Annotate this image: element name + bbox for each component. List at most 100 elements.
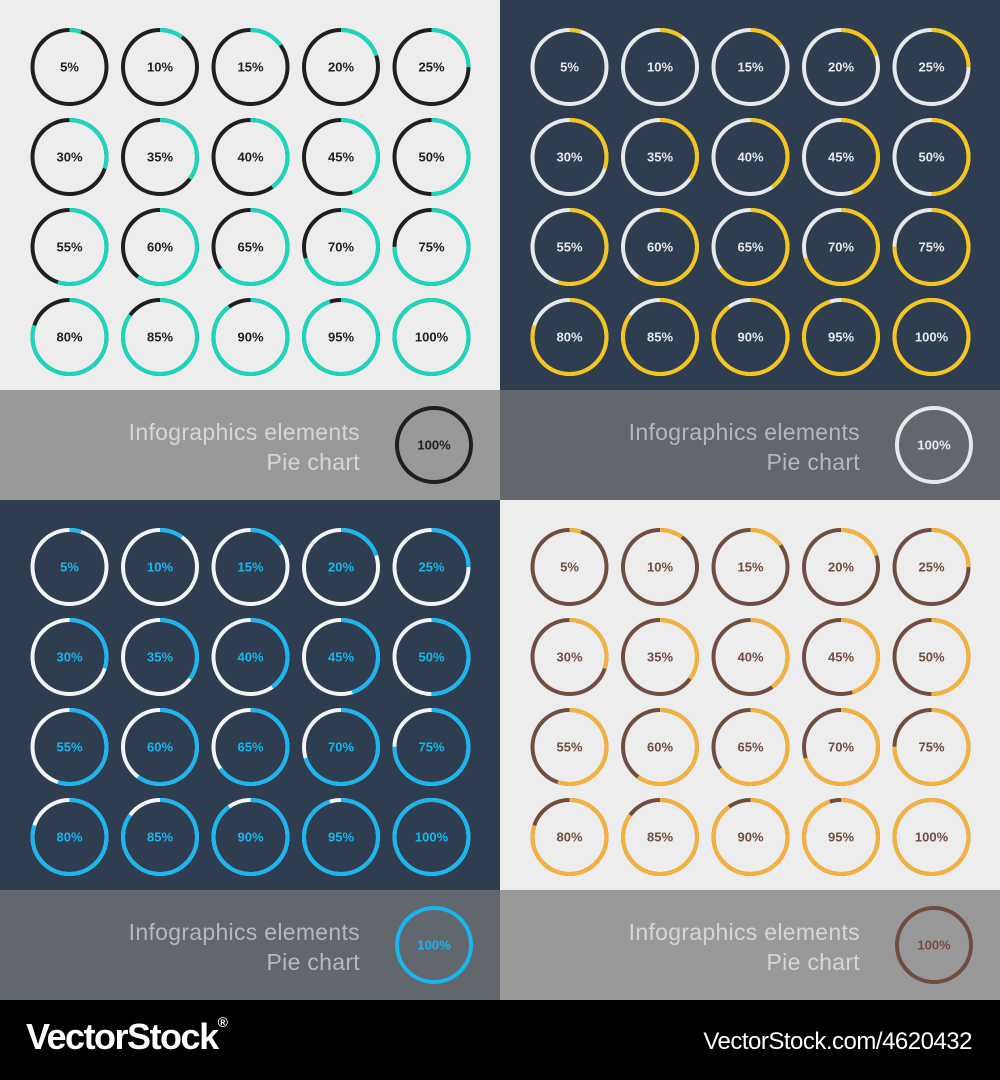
ring-label: 95% [828, 830, 854, 845]
pie-ring-55-percent: 55% [30, 708, 109, 786]
ring-value-arc [621, 298, 699, 376]
ring-label: 35% [647, 650, 673, 665]
ring-value-arc [621, 528, 699, 606]
ring-value-arc [711, 298, 790, 376]
ring-label: 30% [56, 150, 82, 165]
ring-value-arc [802, 118, 880, 196]
ring-label: 50% [918, 650, 944, 665]
ring-value-arc [530, 208, 609, 286]
ring-value-arc [121, 298, 199, 376]
ring-value-arc [802, 798, 880, 876]
ring-label: 80% [556, 330, 582, 345]
pie-ring-45-percent: 45% [802, 118, 880, 196]
ring-value-arc [211, 208, 290, 286]
ring-value-arc [392, 298, 471, 376]
ring-label: 85% [147, 830, 173, 845]
pie-ring-60-percent: 60% [121, 208, 199, 286]
ring-value-arc [211, 708, 290, 786]
ring-value-arc [121, 28, 199, 106]
pie-ring-30-percent: 30% [530, 618, 609, 696]
ring-label: 40% [737, 650, 763, 665]
ring-value-arc [802, 708, 880, 786]
pie-ring-95-percent: 95% [302, 298, 380, 376]
ring-label: 55% [556, 740, 582, 755]
pie-ring-55-percent: 55% [530, 708, 609, 786]
pie-ring-15-percent: 15% [711, 528, 790, 606]
pie-ring-90-percent: 90% [711, 798, 790, 876]
ring-label: 65% [737, 740, 763, 755]
ring-label: 20% [828, 560, 854, 575]
pie-ring-15-percent: 15% [211, 28, 290, 106]
ring-label: 40% [737, 150, 763, 165]
ring-label: 80% [56, 330, 82, 345]
ring-value-arc [802, 528, 880, 606]
pie-ring-80-percent: 80% [30, 298, 109, 376]
banner-subtitle: Pie chart [266, 449, 360, 475]
ring-value-arc [302, 118, 380, 196]
ring-value-arc [121, 708, 199, 786]
ring-value-arc [392, 118, 471, 196]
ring-label: 90% [737, 330, 763, 345]
ring-label: 5% [60, 560, 79, 575]
ring-label: 75% [418, 740, 444, 755]
pie-ring-60-percent: 60% [121, 708, 199, 786]
pie-ring-10-percent: 10% [121, 28, 199, 106]
ring-value-arc [302, 618, 380, 696]
ring-value-arc [802, 298, 880, 376]
ring-value-arc [711, 618, 790, 696]
pie-ring-100-percent: 100% [392, 798, 471, 876]
banner-text: Infographics elements Pie chart [629, 417, 860, 477]
registered-mark: ® [217, 1014, 228, 1030]
pie-ring-65-percent: 65% [211, 208, 290, 286]
ring-value-arc [211, 618, 290, 696]
ring-label: 65% [237, 740, 263, 755]
ring-value-arc [302, 208, 380, 286]
banner-title: Infographics elements [128, 919, 360, 945]
ring-label: 100% [415, 830, 449, 845]
ring-value-arc [621, 28, 699, 106]
pie-ring-85-percent: 85% [621, 298, 699, 376]
ring-label: 30% [556, 150, 582, 165]
pie-ring-45-percent: 45% [302, 618, 380, 696]
ring-value-arc [711, 118, 790, 196]
ring-label: 10% [647, 60, 673, 75]
ring-label: 30% [56, 650, 82, 665]
ring-label: 55% [556, 240, 582, 255]
sample-ring: 100% [895, 406, 973, 484]
pie-ring-10-percent: 10% [121, 528, 199, 606]
ring-label: 50% [918, 150, 944, 165]
pie-ring-65-percent: 65% [211, 708, 290, 786]
pie-ring-5-percent: 5% [30, 528, 109, 606]
ring-value-arc [892, 28, 971, 106]
banner-title: Infographics elements [128, 419, 360, 445]
banner: Infographics elements Pie chart 100% [500, 890, 1000, 1000]
ring-label: 95% [328, 830, 354, 845]
ring-label: 25% [918, 60, 944, 75]
ring-value-arc [530, 618, 609, 696]
ring-value-arc [121, 118, 199, 196]
ring-label: 60% [147, 740, 173, 755]
ring-value-arc [392, 208, 471, 286]
pie-ring-10-percent: 10% [621, 528, 699, 606]
ring-label: 95% [328, 330, 354, 345]
pie-ring-95-percent: 95% [802, 298, 880, 376]
ring-label: 10% [147, 560, 173, 575]
chart-panel-blue: 5% 10% 15% 20% 25% 30% 35% 40% 45% 50% 55% 60% 65% 70… [0, 500, 500, 1000]
pie-ring-30-percent: 30% [30, 618, 109, 696]
ring-value-arc [392, 708, 471, 786]
ring-value-arc [892, 298, 971, 376]
ring-value-arc [621, 708, 699, 786]
pie-ring-30-percent: 30% [30, 118, 109, 196]
banner-subtitle: Pie chart [766, 449, 860, 475]
ring-label: 10% [147, 60, 173, 75]
banner-title: Infographics elements [628, 919, 860, 945]
ring-value-arc [711, 708, 790, 786]
ring-label: 55% [56, 240, 82, 255]
ring-value-arc [121, 798, 199, 876]
pie-ring-35-percent: 35% [121, 618, 199, 696]
ring-label: 10% [647, 560, 673, 575]
pie-ring-85-percent: 85% [121, 798, 199, 876]
sample-ring: 100% [395, 406, 473, 484]
ring-value-arc [530, 528, 609, 606]
ring-label: 35% [147, 150, 173, 165]
